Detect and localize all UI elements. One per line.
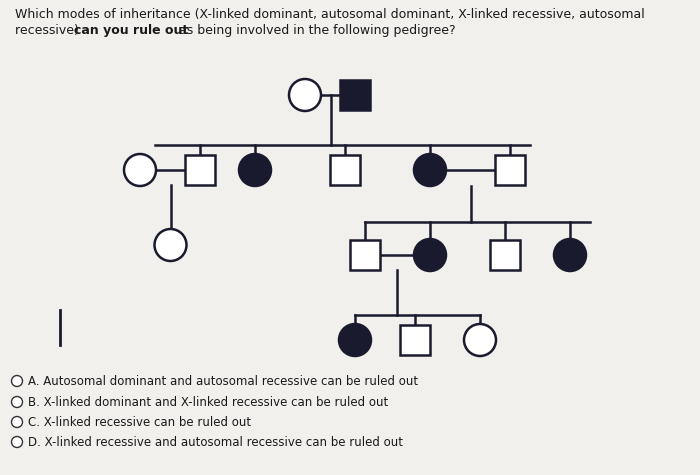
Circle shape bbox=[239, 154, 271, 186]
Circle shape bbox=[11, 437, 22, 447]
Bar bbox=[340, 80, 370, 110]
Text: can you rule out: can you rule out bbox=[74, 24, 188, 37]
Text: C. X-linked recessive can be ruled out: C. X-linked recessive can be ruled out bbox=[29, 416, 251, 429]
Text: B. X-linked dominant and X-linked recessive can be ruled out: B. X-linked dominant and X-linked recess… bbox=[29, 396, 388, 409]
Bar bbox=[185, 155, 215, 185]
Text: Which modes of inheritance (X-linked dominant, autosomal dominant, X-linked rece: Which modes of inheritance (X-linked dom… bbox=[15, 8, 645, 21]
Circle shape bbox=[339, 324, 371, 356]
Text: A. Autosomal dominant and autosomal recessive can be ruled out: A. Autosomal dominant and autosomal rece… bbox=[29, 375, 419, 388]
Bar bbox=[330, 155, 360, 185]
Text: recessive): recessive) bbox=[15, 24, 83, 37]
Circle shape bbox=[11, 397, 22, 408]
Text: D. X-linked recessive and autosomal recessive can be ruled out: D. X-linked recessive and autosomal rece… bbox=[29, 436, 403, 449]
Circle shape bbox=[124, 154, 156, 186]
Bar bbox=[350, 240, 380, 270]
Circle shape bbox=[464, 324, 496, 356]
Circle shape bbox=[11, 376, 22, 387]
Circle shape bbox=[554, 239, 586, 271]
Circle shape bbox=[11, 417, 22, 428]
Text: as being involved in the following pedigree?: as being involved in the following pedig… bbox=[175, 24, 456, 37]
Bar bbox=[490, 240, 520, 270]
Bar bbox=[400, 325, 430, 355]
Bar bbox=[495, 155, 525, 185]
Circle shape bbox=[155, 229, 186, 261]
Circle shape bbox=[414, 239, 446, 271]
Circle shape bbox=[414, 154, 446, 186]
Circle shape bbox=[289, 79, 321, 111]
